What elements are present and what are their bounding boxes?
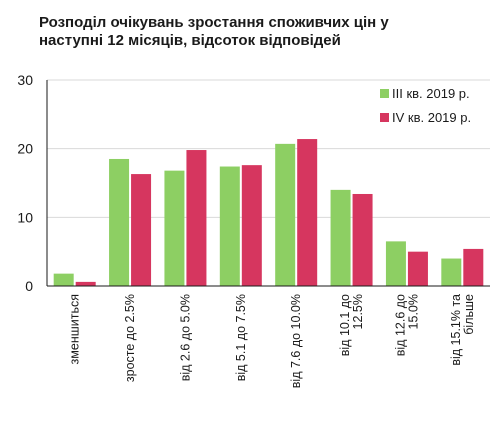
x-tick-label: від 10.1 до: [338, 294, 352, 356]
bar-series1-cat5: [275, 143, 296, 286]
bar-series2-cat6: [352, 193, 373, 286]
chart-title-line-1: Розподіл очікувань зростання споживчих ц…: [39, 14, 389, 31]
x-tick-label: від 5.1 до 7.5%: [234, 294, 248, 381]
y-tick-label: 0: [25, 278, 33, 294]
bar-series1-cat2: [109, 158, 130, 286]
legend-label-series2: IV кв. 2019 р.: [392, 110, 471, 125]
bar-series1-cat6: [330, 189, 351, 286]
x-tick-label: 15.0%: [406, 294, 420, 329]
bar-series1-cat7: [385, 241, 406, 286]
bar-series2-cat7: [407, 251, 428, 286]
bar-series2-cat8: [463, 248, 484, 286]
bar-series1-cat1: [53, 273, 74, 286]
bar-series2-cat4: [241, 165, 262, 286]
bar-series2-cat1: [75, 281, 96, 286]
bar-series1-cat4: [219, 166, 240, 286]
bar-series1-cat8: [441, 258, 462, 286]
x-tick-label: зросте до 2.5%: [123, 294, 137, 382]
bar-series2-cat2: [131, 174, 152, 286]
x-tick-label: від 15.1% та: [449, 294, 463, 366]
chart-title: Розподіл очікувань зростання споживчих ц…: [39, 14, 469, 50]
y-tick-label: 30: [17, 72, 33, 88]
x-tick-label: більше: [462, 294, 476, 335]
bar-series2-cat5: [297, 139, 318, 286]
legend-label-series1: III кв. 2019 р.: [392, 86, 470, 101]
y-tick-label: 20: [17, 141, 33, 157]
x-tick-label: від 2.6 до 5.0%: [178, 294, 192, 381]
x-tick-label: зменшиться: [68, 294, 82, 364]
legend-swatch-series2: [380, 113, 389, 122]
bar-series2-cat3: [186, 150, 207, 286]
legend-swatch-series1: [380, 89, 389, 98]
chart-title-line-2: наступні 12 місяців, відсоток відповідей: [39, 32, 341, 49]
x-tick-label: від 7.6 до 10.0%: [289, 294, 303, 388]
x-tick-label: 12.5%: [351, 294, 365, 329]
y-tick-label: 10: [17, 209, 33, 225]
x-tick-label: від 12.6 до: [393, 294, 407, 356]
bar-series1-cat3: [164, 170, 185, 286]
